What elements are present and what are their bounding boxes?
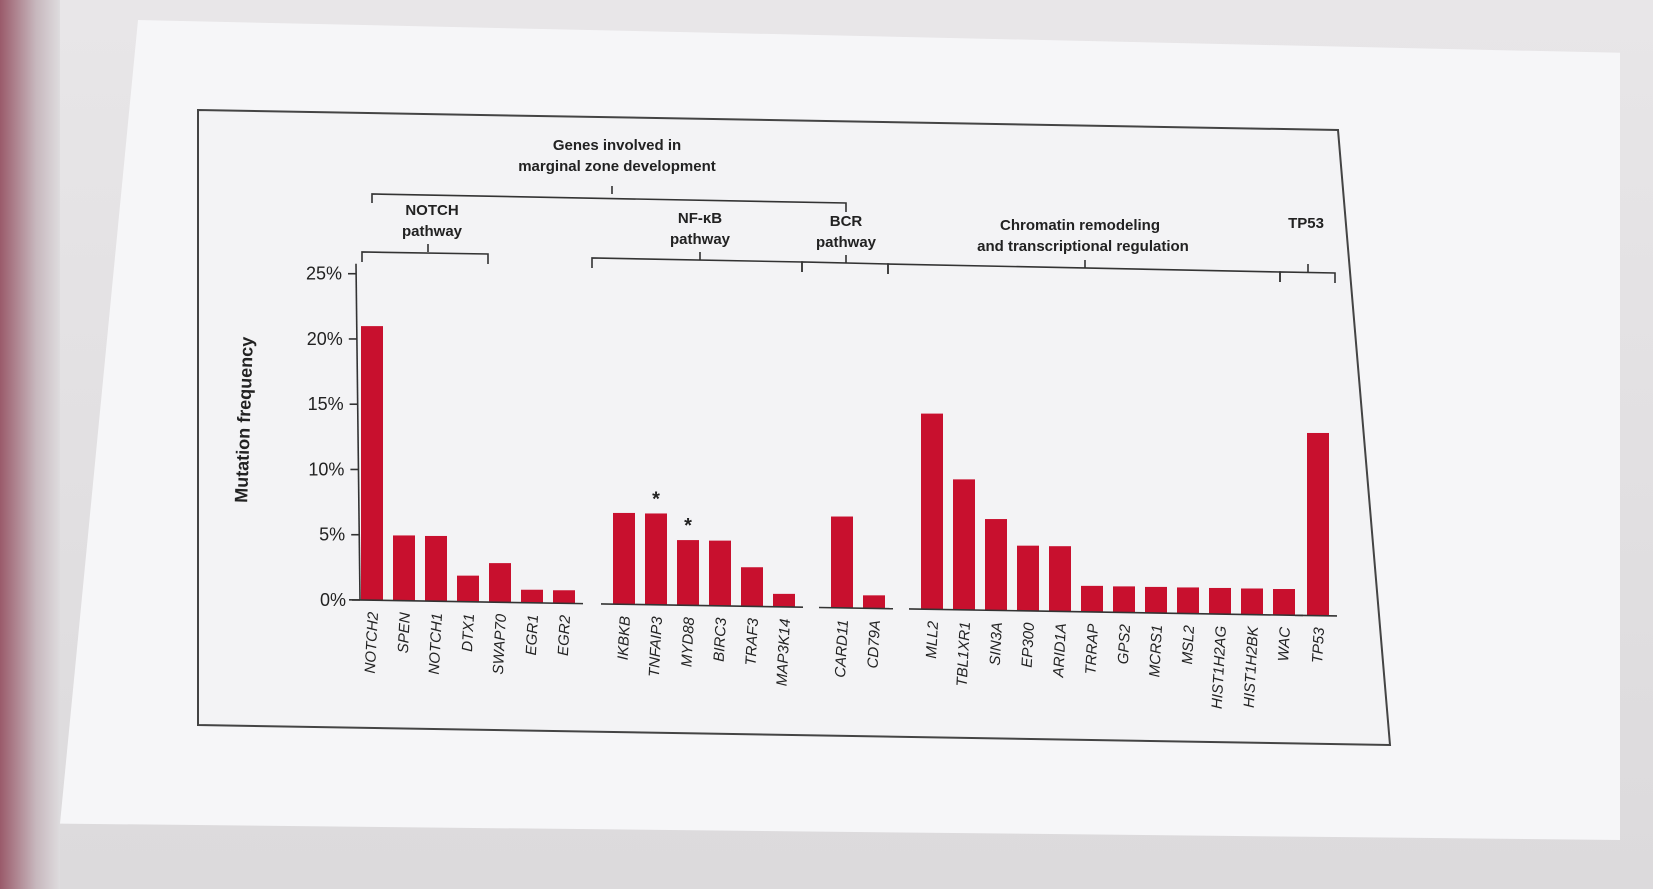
x-tick-label-gps2: GPS2 <box>1115 623 1134 665</box>
bar-egr2 <box>553 590 575 604</box>
x-tick-label-card11: CARD11 <box>832 619 852 678</box>
group-tp53-label: TP53 <box>1288 215 1324 232</box>
baseline-segment <box>908 608 1304 617</box>
bar-egr1 <box>521 589 543 603</box>
group-bcr-label-line2: pathway <box>816 234 877 251</box>
group-bcr-label-line1: BCR <box>830 213 863 230</box>
y-tick-label: 20% <box>307 329 343 349</box>
group-chromatin-label-line1: Chromatin remodeling <box>1000 217 1160 234</box>
x-tick-label-ikbkb: IKBKB <box>615 616 634 661</box>
group-nfkb-label-line1: NF-κB <box>678 210 722 227</box>
y-tick-label: 15% <box>308 394 344 414</box>
asterisk-tnfaip3: * <box>652 488 660 510</box>
bar-dtx1 <box>457 575 479 602</box>
y-tick-label: 25% <box>306 264 342 284</box>
x-tick-label-egr1: EGR1 <box>523 614 542 656</box>
bar-myd88 <box>677 540 699 606</box>
bar-tbl1xr1 <box>953 479 975 610</box>
baseline-segment <box>818 606 894 610</box>
x-tick-label-wac: WAC <box>1275 626 1294 662</box>
supergroup-label-line1: Genes involved in <box>553 137 681 154</box>
bar-gps2 <box>1113 586 1135 613</box>
x-tick-labels: NOTCH2 SPEN NOTCH1 DTX1 SWAP70 EGR1 EGR2 IKBKB T… <box>362 611 1328 710</box>
x-tick-label-birc3: BIRC3 <box>711 617 730 663</box>
y-tick-label: 0% <box>320 590 346 610</box>
x-tick-label-mcrs1: MCRS1 <box>1146 624 1166 677</box>
bracket-supergroup <box>371 186 847 212</box>
y-axis-line <box>355 263 361 600</box>
bar-notch2 <box>361 326 383 601</box>
x-tick-label-tbl1xr1: TBL1XR1 <box>954 621 974 687</box>
background-left-edge <box>0 0 60 889</box>
bar-msl2 <box>1177 587 1199 614</box>
x-tick-label-notch1: NOTCH1 <box>426 613 446 675</box>
group-brackets <box>361 186 1336 283</box>
x-tick-label-tp53: TP53 <box>1309 626 1328 663</box>
bar-card11 <box>831 516 853 608</box>
group-chromatin-label-line2: and transcriptional regulation <box>977 238 1189 255</box>
x-tick-label-sin3a: SIN3A <box>987 622 1006 666</box>
bar-hist1h2bk <box>1241 588 1263 615</box>
x-tick-label-egr2: EGR2 <box>555 614 574 656</box>
bar-birc3 <box>709 540 731 606</box>
x-tick-label-cd79a: CD79A <box>864 620 884 669</box>
x-tick-label-ep300: EP300 <box>1019 622 1038 669</box>
bar-swap70 <box>489 563 511 603</box>
x-tick-label-myd88: MYD88 <box>678 616 698 667</box>
bar-mll2 <box>921 413 943 610</box>
bar-hist1h2ag <box>1209 587 1231 615</box>
group-notch-label-line2: pathway <box>402 223 463 240</box>
x-tick-label-mll2: MLL2 <box>923 620 942 659</box>
bar-tp53 <box>1307 432 1329 616</box>
x-tick-label-traf3: TRAF3 <box>743 617 762 666</box>
bar-map3k14 <box>773 593 795 607</box>
bar-trrap <box>1081 585 1103 612</box>
x-tick-label-arid1a: ARID1A <box>1050 623 1070 679</box>
bracket-tp53 <box>1279 264 1336 283</box>
x-tick-label-hist1h2bk: HIST1H2BK <box>1241 625 1262 708</box>
x-tick-label-msl2: MSL2 <box>1179 624 1198 665</box>
significance-markers: ** <box>652 488 692 537</box>
baseline-segment <box>1294 614 1338 617</box>
group-nfkb-label-line2: pathway <box>670 231 731 248</box>
bars <box>348 326 1338 617</box>
x-tick-label-notch2: NOTCH2 <box>362 611 382 674</box>
bar-ikbkb <box>613 512 635 605</box>
bar-sin3a <box>985 519 1007 611</box>
bar-mcrs1 <box>1145 586 1167 614</box>
bar-cd79a <box>863 595 885 609</box>
y-tick-label: 5% <box>319 525 345 545</box>
x-tick-label-map3k14: MAP3K14 <box>773 618 794 686</box>
x-tick-label-spen: SPEN <box>395 612 414 654</box>
bar-tnfaip3 <box>645 513 667 605</box>
x-tick-label-swap70: SWAP70 <box>490 613 510 675</box>
x-tick-label-hist1h2ag: HIST1H2AG <box>1209 625 1230 709</box>
x-tick-label-trrap: TRRAP <box>1082 623 1102 675</box>
bar-notch1 <box>425 535 447 602</box>
y-axis: 0% 5% 10% 15% 20% 25% <box>306 263 361 610</box>
group-notch-label-line1: NOTCH <box>405 202 458 219</box>
bar-ep300 <box>1017 545 1039 611</box>
bar-wac <box>1273 589 1295 616</box>
baseline-segment <box>600 603 804 609</box>
supergroup-label-line2: marginal zone development <box>518 158 716 175</box>
bar-spen <box>393 535 415 601</box>
bar-arid1a <box>1049 546 1071 612</box>
asterisk-myd88: * <box>684 515 692 537</box>
bracket-notch <box>361 244 489 264</box>
x-tick-label-dtx1: DTX1 <box>459 613 478 652</box>
x-tick-label-tnfaip3: TNFAIP3 <box>646 615 666 677</box>
y-tick-label: 10% <box>308 459 344 479</box>
baseline-segment <box>348 598 584 605</box>
bar-traf3 <box>741 567 763 607</box>
